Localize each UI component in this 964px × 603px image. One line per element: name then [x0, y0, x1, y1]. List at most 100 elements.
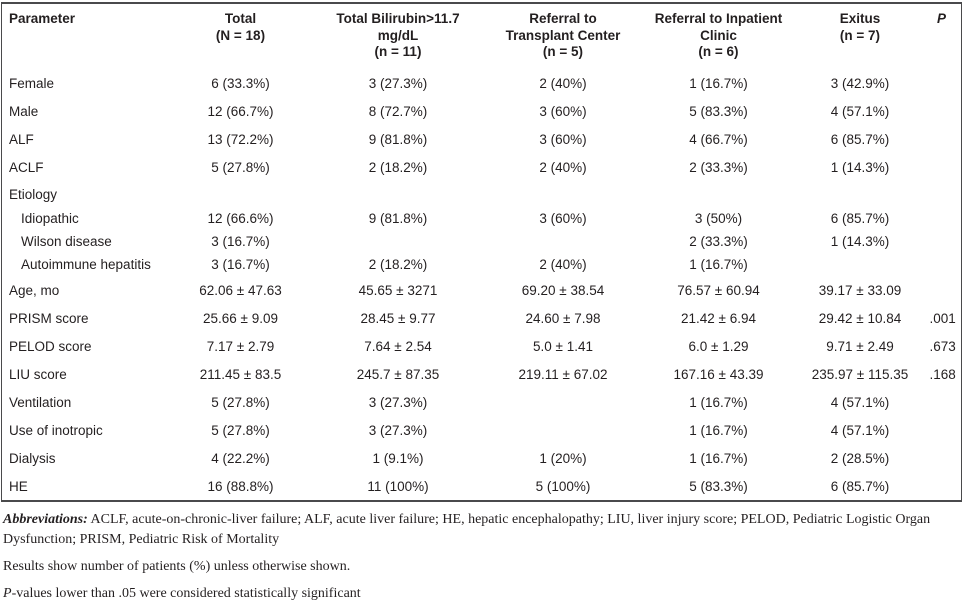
- cell-p: .168: [930, 360, 962, 388]
- cell-inpatient: [647, 181, 791, 207]
- row-label: Idiopathic: [2, 207, 165, 230]
- cell-inpatient: 1 (16.7%): [647, 444, 791, 472]
- cell-bilirubin: 45.65 ± 3271: [317, 276, 480, 304]
- cell-p: [930, 416, 962, 444]
- cell-exitus: 6 (85.7%): [791, 207, 930, 230]
- cell-p: [930, 181, 962, 207]
- cell-bilirubin: 8 (72.7%): [317, 97, 480, 125]
- cell-p: [930, 125, 962, 153]
- cell-transplant: 3 (60%): [480, 97, 647, 125]
- cell-p: [930, 153, 962, 181]
- cell-transplant: 3 (60%): [480, 125, 647, 153]
- cell-transplant: [480, 230, 647, 253]
- cell-total: 25.66 ± 9.09: [165, 304, 317, 332]
- column-header-total: Total (N = 18): [165, 3, 317, 69]
- cell-transplant: 5 (100%): [480, 472, 647, 501]
- cell-exitus: 1 (14.3%): [791, 153, 930, 181]
- cell-p: [930, 207, 962, 230]
- cell-inpatient: 6.0 ± 1.29: [647, 332, 791, 360]
- row-label: Male: [2, 97, 165, 125]
- cell-bilirubin: 3 (27.3%): [317, 69, 480, 97]
- cell-inpatient: 167.16 ± 43.39: [647, 360, 791, 388]
- cell-p: .673: [930, 332, 962, 360]
- cell-total: 62.06 ± 47.63: [165, 276, 317, 304]
- cell-transplant: [480, 388, 647, 416]
- cell-exitus: 3 (42.9%): [791, 69, 930, 97]
- cell-bilirubin: 9 (81.8%): [317, 207, 480, 230]
- cell-total: 211.45 ± 83.5: [165, 360, 317, 388]
- cell-inpatient: 4 (66.7%): [647, 125, 791, 153]
- cell-transplant: 5.0 ± 1.41: [480, 332, 647, 360]
- cell-exitus: [791, 181, 930, 207]
- cell-bilirubin: 3 (27.3%): [317, 416, 480, 444]
- cell-transplant: 2 (40%): [480, 69, 647, 97]
- row-label: ALF: [2, 125, 165, 153]
- row-label: Age, mo: [2, 276, 165, 304]
- cell-exitus: 2 (28.5%): [791, 444, 930, 472]
- cell-transplant: 3 (60%): [480, 207, 647, 230]
- results-note: Results show number of patients (%) unle…: [3, 557, 961, 577]
- cell-exitus: 6 (85.7%): [791, 125, 930, 153]
- cell-total: 3 (16.7%): [165, 253, 317, 276]
- row-label: HE: [2, 472, 165, 501]
- cell-p: [930, 69, 962, 97]
- cell-exitus: 39.17 ± 33.09: [791, 276, 930, 304]
- cell-p: [930, 97, 962, 125]
- abbreviations-note: Abbreviations: ACLF, acute-on-chronic-li…: [3, 510, 961, 549]
- table-row: Etiology: [2, 181, 962, 207]
- cell-p: [930, 472, 962, 501]
- row-label: Dialysis: [2, 444, 165, 472]
- cell-bilirubin: 2 (18.2%): [317, 253, 480, 276]
- cell-p: [930, 253, 962, 276]
- cell-exitus: [791, 253, 930, 276]
- pvalue-note: P-values lower than .05 were considered …: [3, 584, 961, 603]
- cell-transplant: [480, 416, 647, 444]
- cell-exitus: 1 (14.3%): [791, 230, 930, 253]
- cell-bilirubin: 11 (100%): [317, 472, 480, 501]
- cell-bilirubin: 28.45 ± 9.77: [317, 304, 480, 332]
- pvalue-note-text: -values lower than .05 were considered s…: [12, 586, 361, 601]
- row-label: Use of inotropic: [2, 416, 165, 444]
- cell-p: [930, 276, 962, 304]
- cell-inpatient: 76.57 ± 60.94: [647, 276, 791, 304]
- cell-total: 7.17 ± 2.79: [165, 332, 317, 360]
- row-label: Ventilation: [2, 388, 165, 416]
- cell-total: 12 (66.7%): [165, 97, 317, 125]
- cell-total: 5 (27.8%): [165, 153, 317, 181]
- cell-p: .001: [930, 304, 962, 332]
- row-label: Wilson disease: [2, 230, 165, 253]
- abbreviations-label: Abbreviations:: [3, 512, 88, 527]
- row-label: Female: [2, 69, 165, 97]
- column-header-inpatient: Referral to Inpatient Clinic (n = 6): [647, 3, 791, 69]
- cell-exitus: 6 (85.7%): [791, 472, 930, 501]
- cell-total: 5 (27.8%): [165, 416, 317, 444]
- cell-p: [930, 230, 962, 253]
- cell-bilirubin: 9 (81.8%): [317, 125, 480, 153]
- cell-total: 16 (88.8%): [165, 472, 317, 501]
- cell-exitus: 4 (57.1%): [791, 388, 930, 416]
- row-label: Autoimmune hepatitis: [2, 253, 165, 276]
- cell-exitus: 9.71 ± 2.49: [791, 332, 930, 360]
- cell-total: 4 (22.2%): [165, 444, 317, 472]
- cell-exitus: 4 (57.1%): [791, 416, 930, 444]
- row-label: PELOD score: [2, 332, 165, 360]
- cell-transplant: 1 (20%): [480, 444, 647, 472]
- row-label: PRISM score: [2, 304, 165, 332]
- cell-inpatient: 2 (33.3%): [647, 230, 791, 253]
